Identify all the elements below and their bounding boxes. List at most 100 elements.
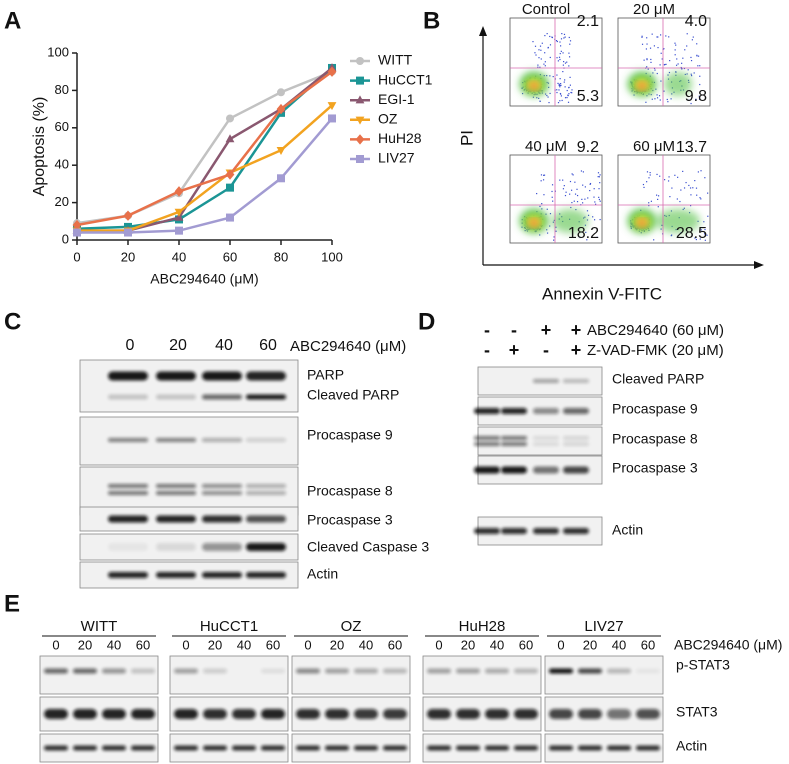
flow-dot: [566, 96, 568, 99]
flow-dot: [559, 52, 561, 55]
flow-dot: [544, 61, 546, 63]
flow-dot: [546, 208, 548, 210]
flow-dot: [546, 94, 548, 97]
blot-band: [578, 745, 602, 751]
flow-dot: [543, 194, 545, 196]
blot-band: [296, 745, 320, 751]
flow-dot: [649, 172, 651, 174]
panel-letter: D: [418, 308, 435, 335]
upper-right-percent: 4.0: [685, 13, 707, 30]
data-point: [174, 186, 184, 197]
flow-dot: [671, 187, 673, 189]
flow-dot: [548, 101, 550, 104]
flow-dot: [570, 189, 573, 191]
blot-band: [354, 668, 378, 674]
flow-dot: [598, 176, 600, 178]
flow-dot: [693, 72, 695, 74]
flow-dot: [670, 98, 672, 100]
flow-dot: [669, 196, 671, 198]
data-point: [225, 169, 235, 180]
lane-label: 20: [583, 637, 597, 652]
blot-band: [232, 709, 256, 719]
blot-band: [456, 668, 480, 674]
blot-band: [174, 745, 198, 751]
population: [656, 209, 700, 233]
flow-dot: [707, 215, 709, 217]
lane-label: 60: [519, 637, 533, 652]
flow-dot: [539, 66, 541, 68]
flow-dot: [659, 175, 661, 177]
flow-dot: [660, 228, 662, 230]
flow-dot: [532, 96, 535, 98]
blot-band: [296, 668, 320, 674]
flow-dot: [539, 45, 542, 47]
panel-letter: C: [4, 308, 21, 335]
flow-dot: [555, 40, 558, 42]
legend-label: LIV27: [378, 150, 415, 166]
flow-dot: [558, 84, 560, 87]
flow-dot: [557, 60, 559, 62]
flow-dot: [589, 189, 591, 192]
flow-dot: [653, 239, 655, 241]
flow-dot: [646, 58, 648, 60]
flow-dot: [562, 179, 564, 181]
flow-dot: [696, 194, 698, 196]
flow-dot: [645, 101, 647, 103]
x-axis-label: Annexin V-FITC: [542, 284, 662, 303]
flow-dot: [664, 179, 666, 181]
blot-band: [102, 668, 126, 674]
blot-band: [202, 572, 242, 578]
flow-dot: [649, 174, 651, 176]
blot-band: [131, 709, 155, 719]
data-point: [175, 226, 183, 235]
flow-dot: [538, 49, 540, 51]
flow-dot: [541, 208, 543, 210]
blot-band: [383, 668, 407, 674]
blot-band: [474, 408, 500, 414]
blot-band: [578, 668, 602, 674]
flow-dot: [556, 57, 558, 59]
flow-dot: [568, 65, 570, 67]
flow-dot: [700, 229, 702, 231]
lower-right-percent: 9.8: [685, 88, 707, 105]
blot-strip: [544, 655, 664, 695]
flow-dot: [597, 172, 600, 174]
flow-dot: [680, 68, 683, 70]
protein-label: Cleaved PARP: [307, 387, 399, 403]
flow-dot: [586, 239, 588, 241]
flow-dot: [657, 195, 660, 197]
blot-band: [131, 668, 155, 674]
flow-dot: [696, 55, 698, 57]
flow-dot: [694, 237, 696, 239]
data-point: [276, 147, 286, 156]
blot-band: [156, 484, 196, 488]
data-point: [277, 88, 285, 97]
flow-dot: [646, 58, 648, 61]
blot-band: [73, 745, 97, 751]
flow-dot: [593, 219, 596, 221]
flow-dot: [697, 55, 700, 57]
blot-band: [607, 745, 631, 751]
protein-label: Cleaved PARP: [612, 371, 704, 387]
flow-dot: [562, 70, 564, 73]
lane-label: 40: [359, 637, 373, 652]
series-line: [77, 104, 333, 232]
flow-dot: [598, 198, 600, 201]
series-line: [77, 66, 333, 232]
flow-dot: [679, 200, 681, 203]
flow-dot: [551, 196, 553, 198]
flow-dot: [568, 93, 570, 95]
y-tick-label: 20: [55, 194, 69, 209]
flow-dot: [641, 43, 644, 45]
blot-band: [427, 745, 451, 751]
population: [638, 83, 646, 89]
flow-dot: [653, 45, 656, 47]
flow-dot: [674, 42, 676, 44]
blot-band: [156, 543, 196, 551]
flow-dot: [649, 47, 652, 49]
data-point: [327, 66, 337, 77]
data-point: [226, 183, 234, 192]
flow-dot: [567, 101, 570, 103]
flow-dot: [667, 180, 670, 182]
blot-band: [202, 491, 242, 495]
